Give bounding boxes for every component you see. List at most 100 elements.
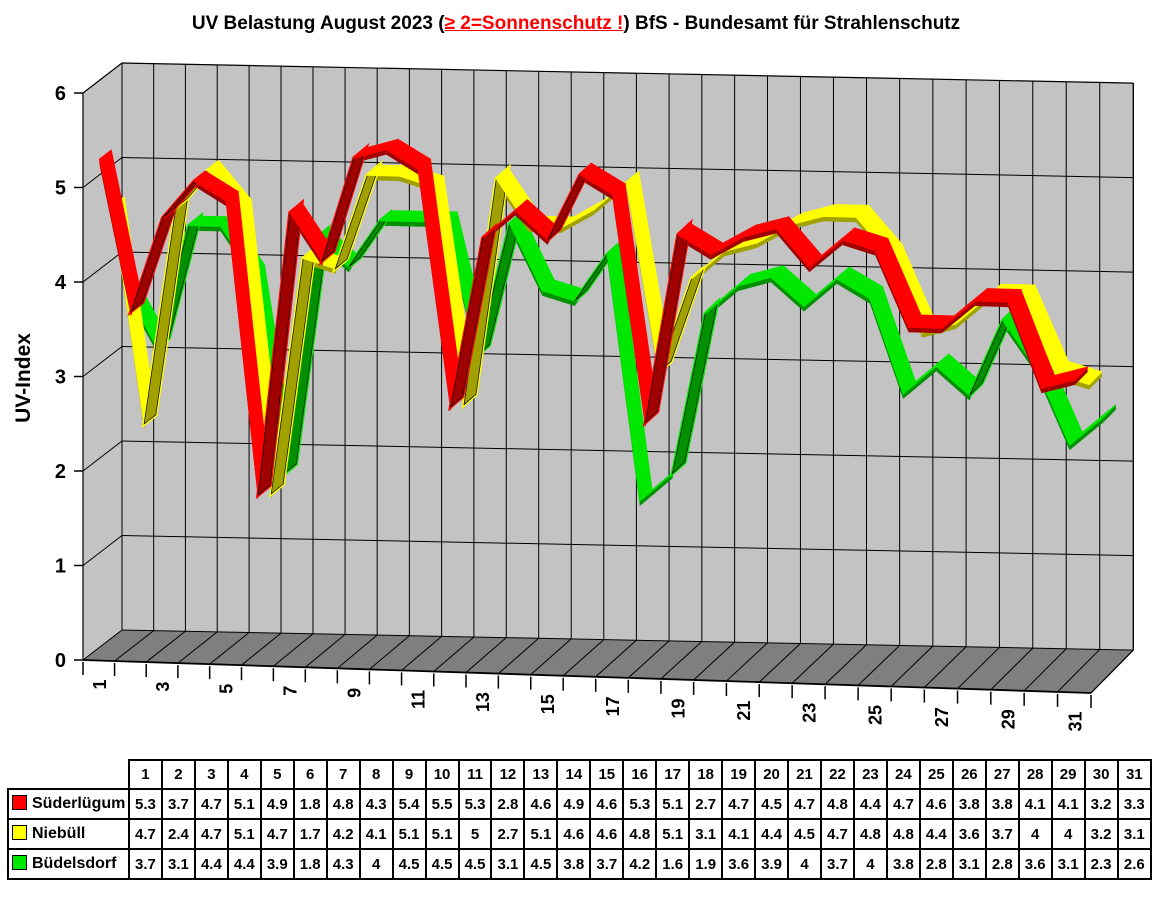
- uv-value-cell: 4.2: [622, 848, 658, 880]
- sidewall-gridline: [82, 535, 123, 566]
- ribbon-thickness: [515, 210, 548, 245]
- uv-value-cell: 3.7: [160, 788, 196, 820]
- uv-value-cell: 3.6: [721, 848, 757, 880]
- ribbon-top-face: [1069, 404, 1117, 446]
- day-header-cell: 19: [721, 759, 757, 790]
- table-row: Niebüll 4.7 2.4 4.7 5.1 4.7 1.7 4.2 4.1 5.1 5.1 5 2.…: [7, 818, 1152, 850]
- day-header-cell: 25: [918, 759, 954, 790]
- x-tick-label: 1: [90, 680, 110, 690]
- uv-value-cell: 5.1: [424, 818, 460, 850]
- ribbon-thickness: [836, 278, 870, 304]
- series-legend-cell: Büdelsdorf: [7, 848, 130, 880]
- day-header-cell: 10: [424, 759, 460, 790]
- sidewall-gridline: [82, 440, 123, 472]
- sun-protection-warning: ≥ 2=Sonnenschutz !: [444, 13, 624, 34]
- uv-value-cell: 3.1: [160, 848, 196, 880]
- uv-value-cell: 4.7: [721, 788, 757, 820]
- y-tick-label: 4: [55, 272, 67, 294]
- legend-swatch-icon: [12, 855, 27, 870]
- uv-value-cell: 2.8: [490, 788, 526, 820]
- uv-value-cell: 4.3: [325, 848, 361, 880]
- floor-gridline: [209, 632, 250, 665]
- ribbon-thickness: [380, 220, 413, 227]
- floor-gridline: [1023, 648, 1067, 692]
- day-header-cell: 6: [292, 759, 328, 790]
- uv-value-cell: 4.1: [1050, 788, 1086, 820]
- uv-value-cell: 1.8: [292, 848, 328, 880]
- floor-gridline: [241, 632, 282, 666]
- day-header-cell: 20: [754, 759, 790, 790]
- ribbon-thickness: [936, 366, 970, 401]
- uv-value-cell: 5: [457, 818, 493, 850]
- uv-data-table: 1 2 3 4 5 6 7 8 9 10 11 12 13 14 15 16 17 18 19 20 21 22 23 24 2…: [7, 759, 1152, 880]
- x-tick-label: 11: [409, 690, 429, 709]
- ribbon-end-cap: [1103, 404, 1116, 423]
- floor-gridline: [1057, 649, 1101, 693]
- day-header-cell: 1: [127, 759, 163, 790]
- uv-value-cell: 4: [852, 848, 888, 880]
- chart-title-prefix: UV Belastung August 2023 (: [191, 13, 445, 34]
- uv-value-cell: 3.6: [951, 818, 987, 850]
- uv-value-cell: 1.6: [655, 848, 691, 880]
- uv-value-cell: 3.6: [1017, 848, 1053, 880]
- wall-top-left-edge: [82, 62, 123, 94]
- uv-value-cell: 3.1: [951, 848, 987, 880]
- ribbon-thickness: [194, 181, 227, 207]
- uv-value-cell: 4: [1050, 818, 1086, 850]
- uv-value-cell: 2.7: [490, 818, 526, 850]
- uv-value-cell: 5.3: [457, 788, 493, 820]
- floor-gridline: [114, 630, 154, 662]
- uv-value-cell: 4.8: [325, 788, 361, 820]
- uv-value-cell: 4.5: [754, 788, 790, 820]
- floor-gridline: [923, 646, 967, 688]
- uv-value-cell: 3.2: [1083, 788, 1119, 820]
- day-header-cell: 5: [259, 759, 295, 790]
- wall-horizontal-gridline: [121, 157, 1134, 179]
- day-header-cell: 16: [622, 759, 658, 790]
- uv-value-cell: 5.1: [523, 818, 559, 850]
- uv-value-cell: 5.1: [391, 818, 427, 850]
- uv-value-cell: 5.1: [655, 818, 691, 850]
- uv-value-cell: 4.6: [918, 788, 954, 820]
- uv-value-cell: 5.3: [127, 788, 163, 820]
- series-name-label: Büdelsdorf: [32, 855, 117, 872]
- uv-value-cell: 2.4: [160, 818, 196, 850]
- ribbon-thickness: [1069, 417, 1104, 451]
- ribbon-thickness: [639, 473, 673, 506]
- uv-value-cell: 3.9: [259, 848, 295, 880]
- x-tick-label: 19: [668, 698, 688, 718]
- floor-gridline: [693, 641, 735, 681]
- sidewall-gridline: [82, 346, 123, 377]
- floor-gridline: [857, 645, 900, 686]
- uv-value-cell: 4.4: [226, 848, 262, 880]
- legend-swatch-icon: [12, 825, 27, 840]
- x-tick-label: 31: [1065, 711, 1085, 731]
- uv-value-cell: 4.9: [556, 788, 592, 820]
- floor-gridline: [498, 637, 540, 674]
- ribbon-thickness: [790, 216, 824, 230]
- floor-gridline: [305, 634, 346, 668]
- uv-value-cell: 5.1: [226, 788, 262, 820]
- ribbon-thickness: [509, 223, 543, 296]
- y-axis-title: UV-Index: [12, 333, 35, 423]
- day-header-cell: 28: [1017, 759, 1053, 790]
- uv-value-cell: 4.6: [589, 788, 625, 820]
- uv-value-cell: 3.8: [556, 848, 592, 880]
- floor: [83, 630, 1134, 693]
- uv-value-cell: 4.5: [424, 848, 460, 880]
- series-name-label: Süderlügum: [32, 795, 126, 812]
- floor-gridline: [562, 639, 605, 677]
- uv-value-cell: 4: [1017, 818, 1053, 850]
- uv-value-cell: 3.7: [127, 848, 163, 880]
- uv-value-cell: 4.1: [358, 818, 394, 850]
- ribbon-thickness: [809, 240, 843, 273]
- ribbon-thickness: [823, 216, 857, 223]
- floor-gridline: [177, 631, 218, 664]
- day-header-cell: 3: [193, 759, 229, 790]
- x-tick-label: 27: [932, 707, 952, 727]
- day-header-cell: 30: [1083, 759, 1119, 790]
- uv-value-cell: 4.4: [918, 818, 954, 850]
- ribbon-thickness: [842, 240, 876, 256]
- uv-value-cell: 3.8: [984, 788, 1020, 820]
